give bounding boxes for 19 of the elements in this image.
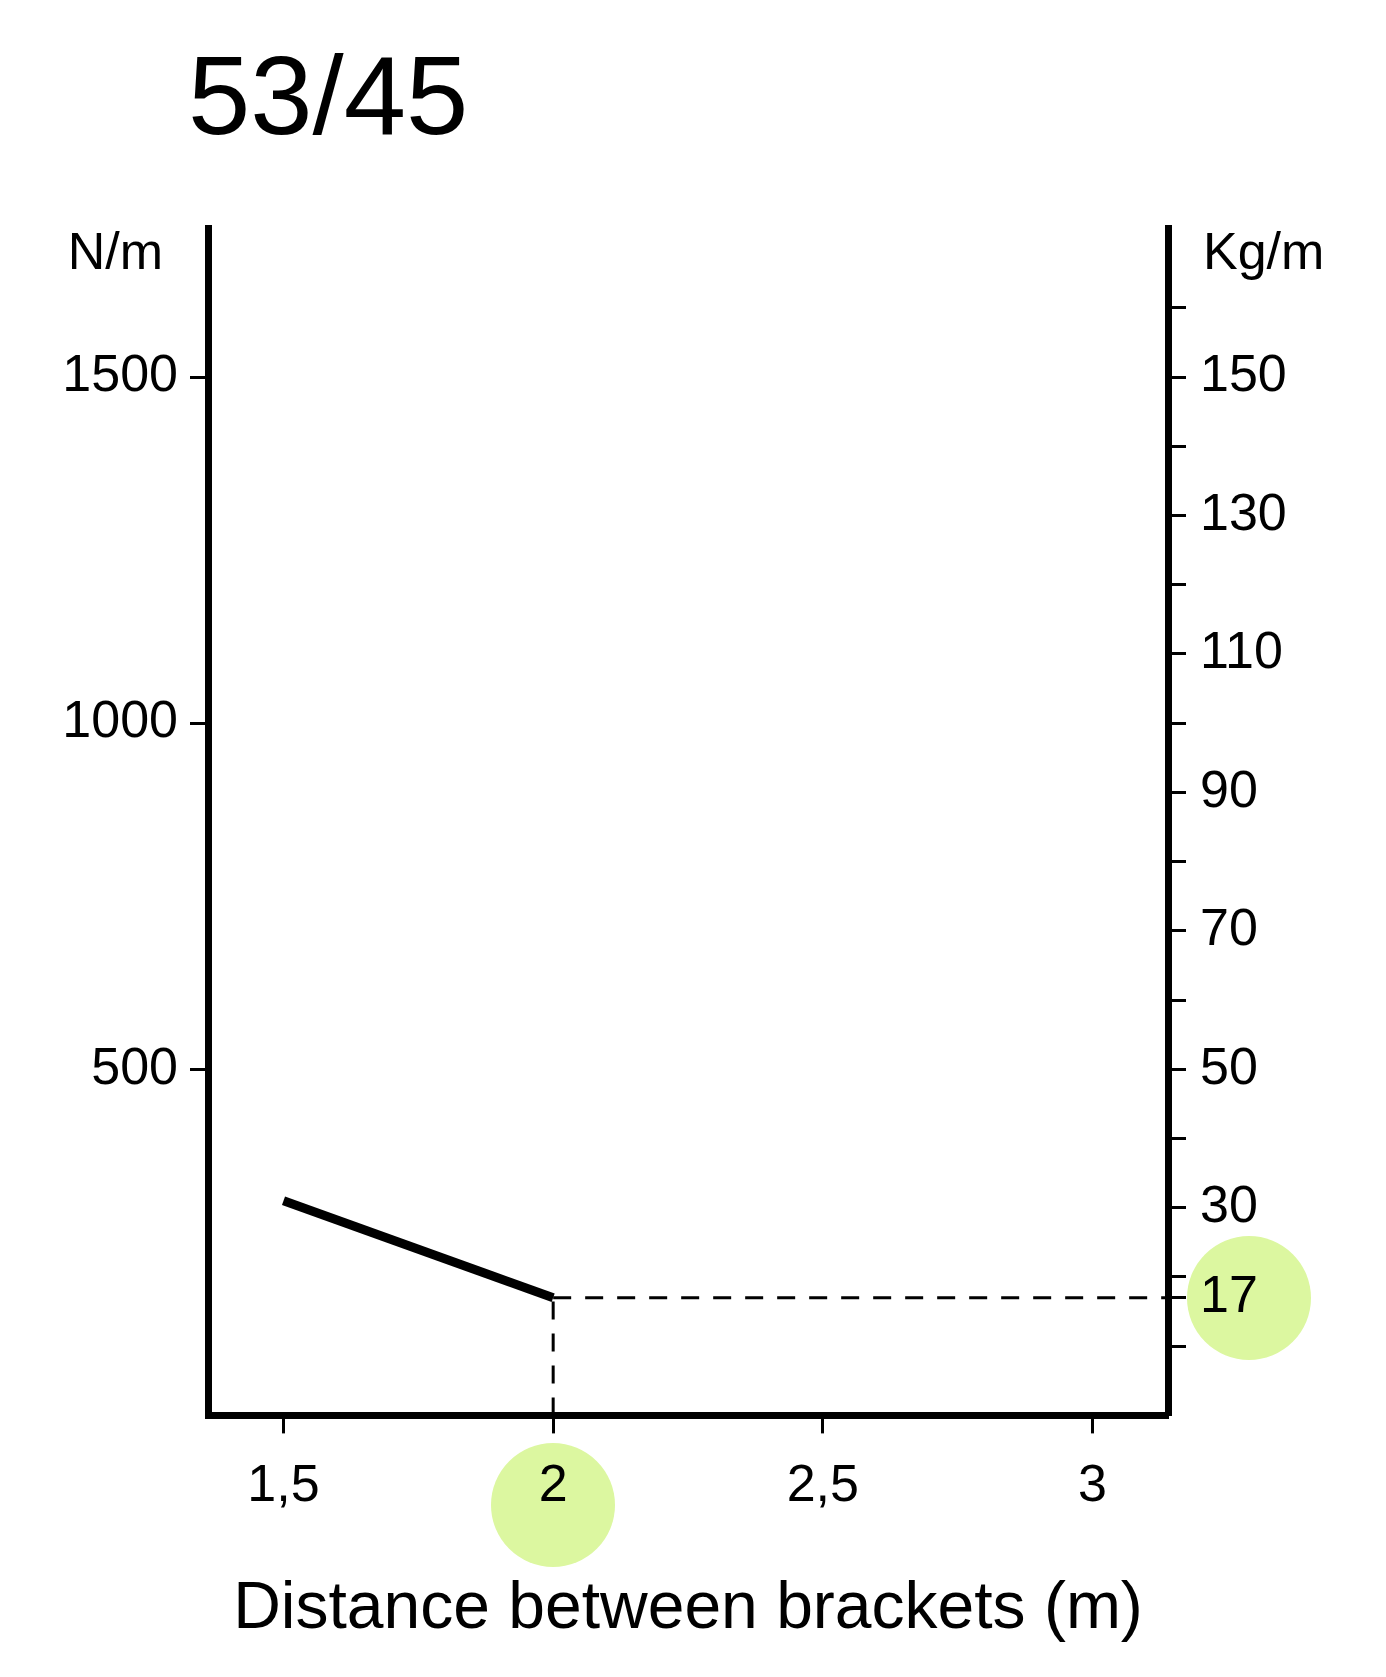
y2-tick-label: 30 bbox=[1200, 1175, 1258, 1234]
y-tick-label: 1500 bbox=[62, 344, 178, 403]
y2-tick-label: 50 bbox=[1200, 1036, 1258, 1095]
x-axis-title: Distance between brackets (m) bbox=[233, 1567, 1143, 1642]
x-tick-label: 2 bbox=[538, 1453, 568, 1512]
y2-tick-label: 130 bbox=[1200, 482, 1287, 541]
y2-tick-label: 90 bbox=[1200, 759, 1258, 818]
y-tick-label: 500 bbox=[91, 1036, 178, 1095]
x-tick-label: 2,5 bbox=[786, 1453, 859, 1512]
y-axis-title: N/m bbox=[67, 221, 163, 280]
y2-tick-label: 17 bbox=[1200, 1265, 1258, 1324]
x-tick-label: 3 bbox=[1078, 1453, 1107, 1512]
y2-tick-label: 150 bbox=[1200, 344, 1287, 403]
y2-tick-label: 70 bbox=[1200, 898, 1258, 957]
y2-tick-label: 110 bbox=[1200, 621, 1283, 680]
y2-axis-title: Kg/m bbox=[1203, 221, 1325, 280]
chart-title: 53/45 bbox=[187, 32, 470, 160]
x-tick-label: 1,5 bbox=[247, 1453, 320, 1512]
y-tick-label: 1000 bbox=[62, 690, 178, 749]
